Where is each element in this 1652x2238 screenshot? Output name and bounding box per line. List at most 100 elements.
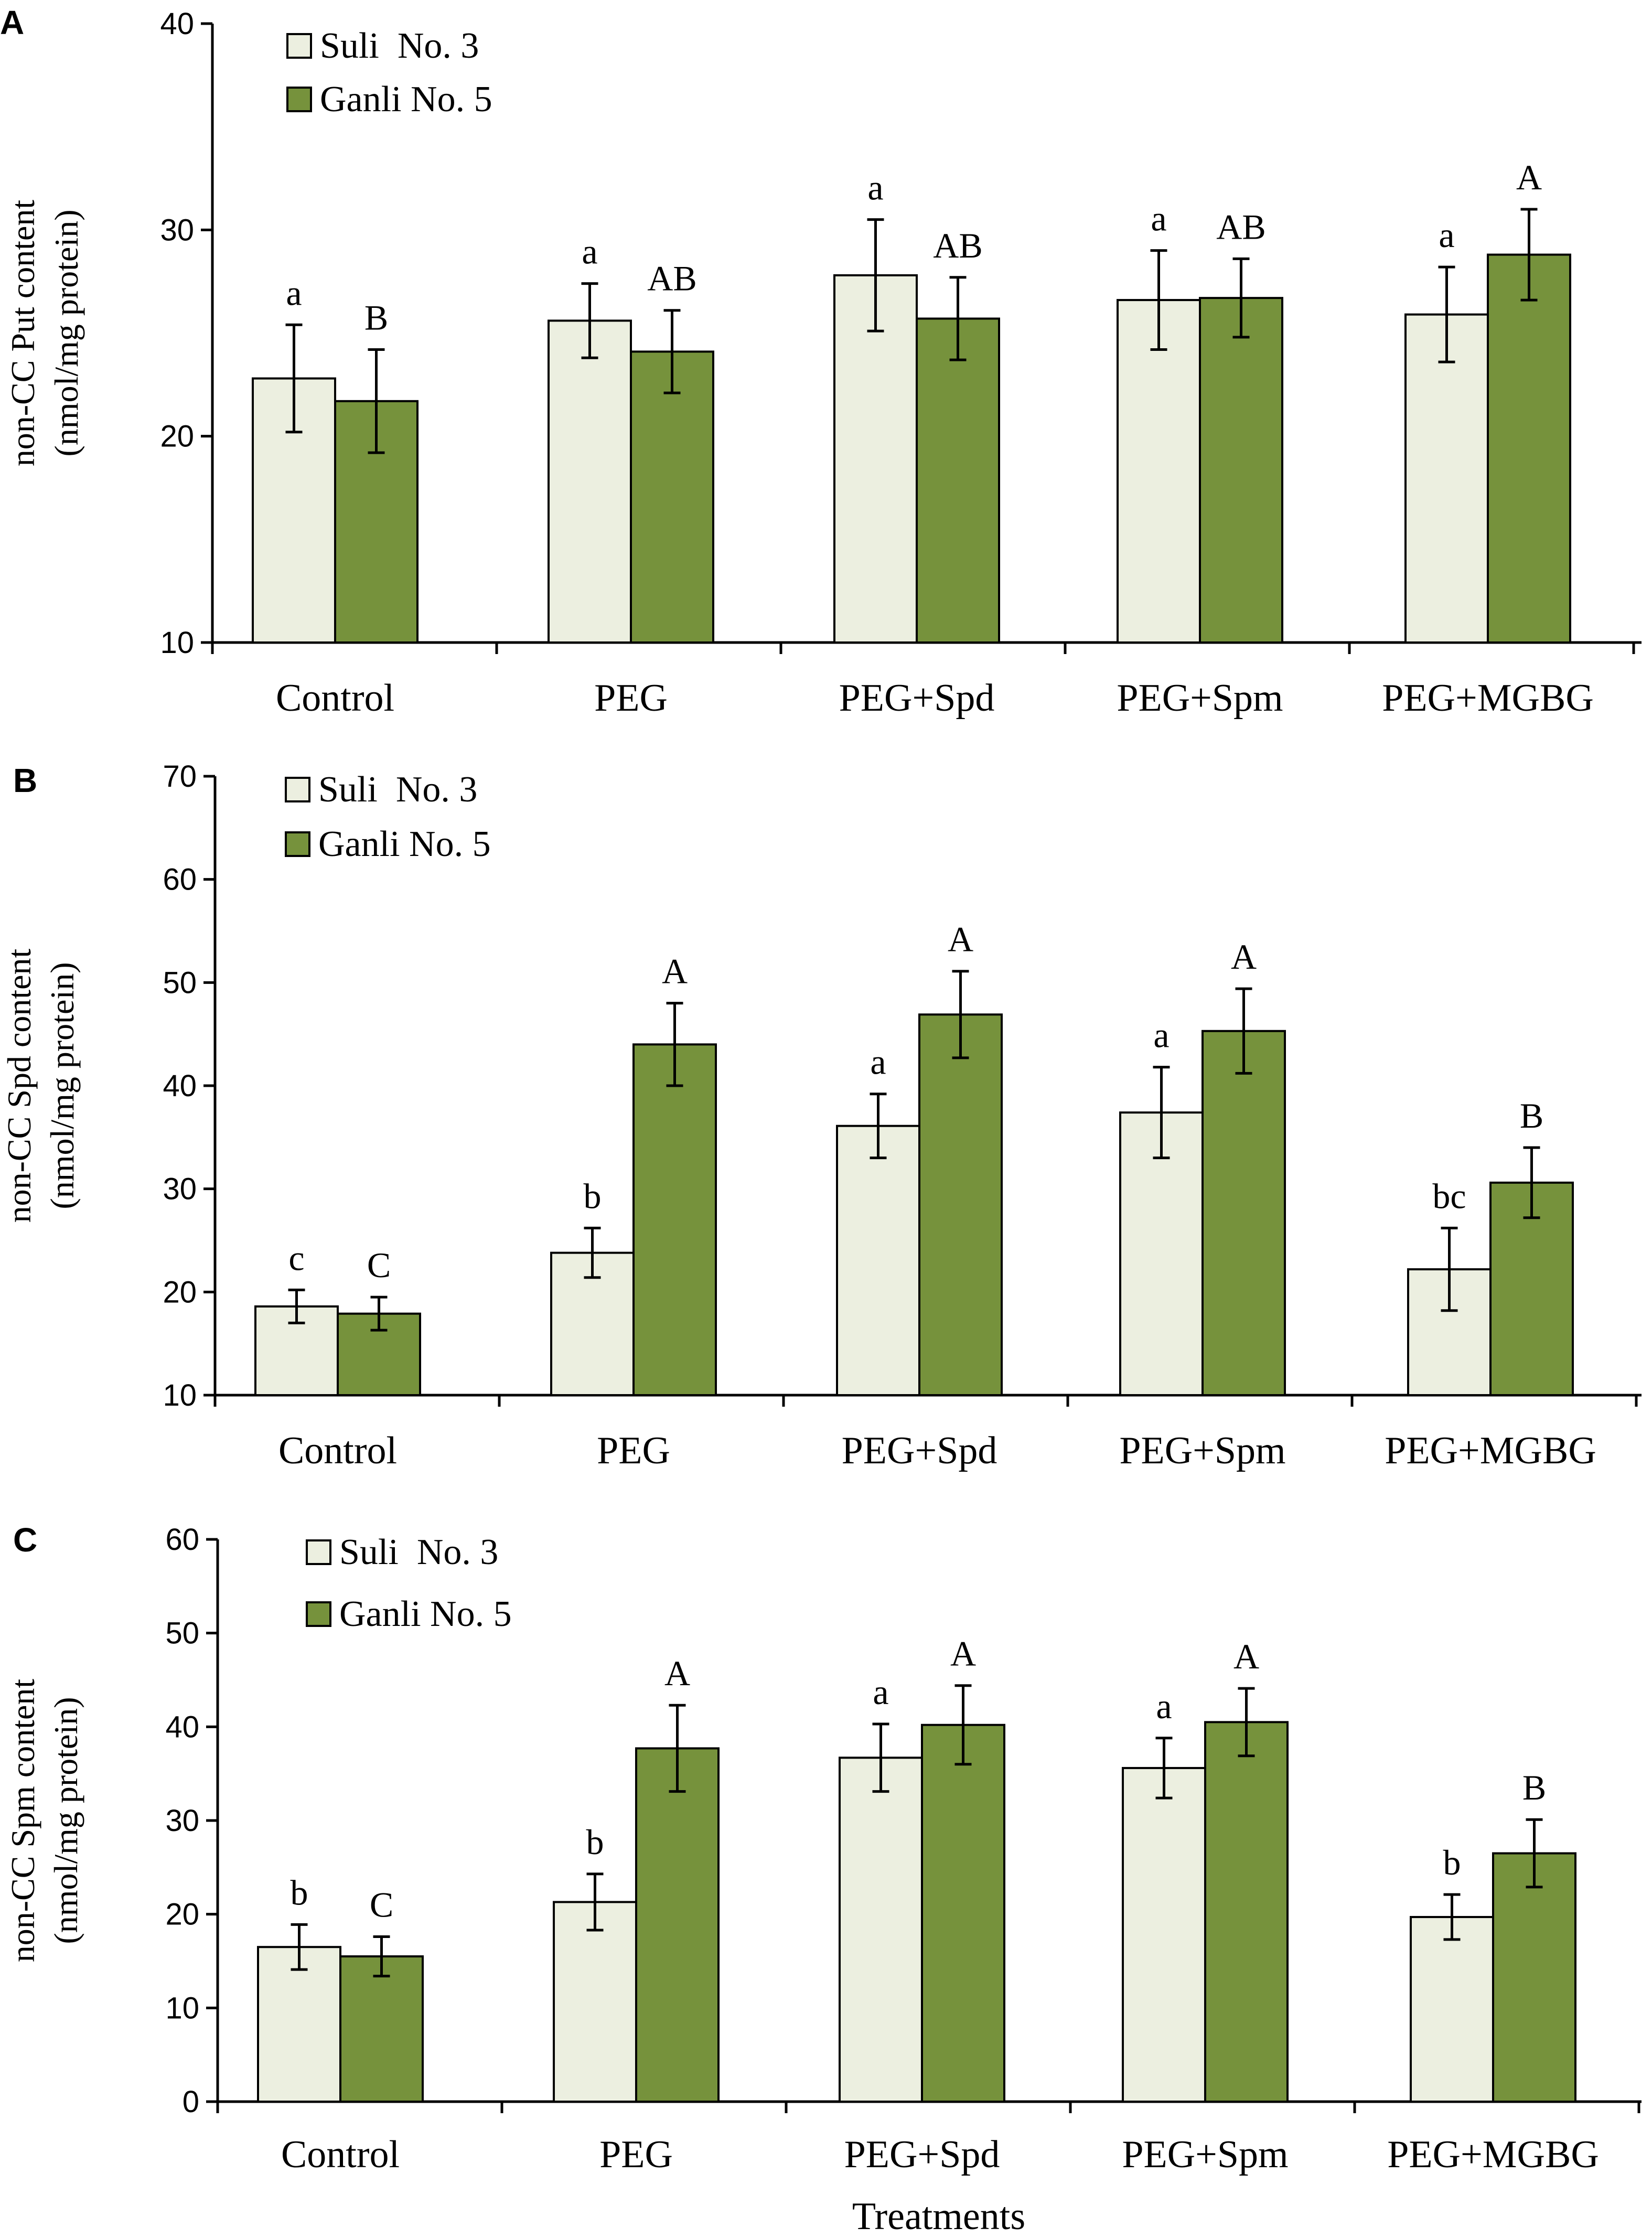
significance-letter: A	[664, 1653, 690, 1693]
category-label: PEG+Spm	[1117, 677, 1283, 720]
significance-letter: A	[1516, 157, 1542, 197]
y-tick-label: 0	[183, 2085, 199, 2119]
bar-ganli	[1204, 1721, 1289, 2103]
significance-letter: AB	[647, 259, 696, 298]
legend-label: Ganli No. 5	[320, 79, 492, 120]
significance-letter: a	[1156, 1686, 1172, 1726]
bar-ganli	[1492, 1852, 1576, 2103]
significance-letter: a	[582, 232, 597, 272]
y-tick-label: 30	[160, 213, 194, 247]
y-tick-label: 10	[160, 626, 194, 660]
significance-letter: AB	[933, 226, 982, 265]
category-label: Control	[278, 1429, 397, 1472]
y-tick-label: 10	[163, 1378, 197, 1412]
significance-letter: A	[948, 919, 973, 959]
bar-suli	[1410, 1916, 1494, 2103]
bar-ganli	[1202, 1030, 1286, 1397]
y-axis-title-line1: non-CC Put content	[4, 200, 41, 467]
category-label: Control	[281, 2133, 400, 2176]
legend-label: Suli No. 3	[339, 1532, 498, 1572]
legend-label: Ganli No. 5	[318, 824, 491, 864]
significance-letter: C	[367, 1245, 391, 1285]
significance-letter: A	[950, 1634, 976, 1674]
bar-suli	[839, 1757, 923, 2103]
legend-swatch-ganli	[306, 1601, 331, 1627]
significance-letter: A	[662, 951, 688, 991]
significance-letter: a	[867, 168, 883, 208]
y-axis-title-line1: non-CC Spd content	[1, 948, 38, 1223]
category-label: PEG	[599, 2133, 673, 2176]
category-label: PEG+MGBG	[1382, 677, 1594, 720]
y-tick-label: 50	[163, 966, 197, 1000]
significance-letter: a	[1151, 199, 1166, 239]
legend-label: Ganli No. 5	[339, 1594, 512, 1634]
category-label: PEG+Spm	[1119, 1429, 1285, 1472]
y-axis-title-line2: (nmol/mg protein)	[47, 1697, 84, 1944]
legend-swatch-suli	[286, 33, 312, 59]
bar-suli	[1119, 1111, 1204, 1396]
bar-suli	[1122, 1766, 1206, 2103]
y-tick-label: 30	[165, 1804, 199, 1838]
y-axis-title-line2: (nmol/mg protein)	[44, 962, 81, 1209]
y-tick-label: 20	[165, 1898, 199, 1932]
y-tick-label: 40	[163, 1069, 197, 1103]
legend-swatch-suli	[285, 777, 310, 802]
y-tick-label: 10	[165, 1991, 199, 2025]
x-axis-title: Treatments	[852, 2195, 1025, 2238]
significance-letter: B	[1520, 1096, 1543, 1136]
significance-letter: a	[286, 273, 302, 313]
y-tick-label: 20	[163, 1275, 197, 1309]
panel-letter: A	[0, 4, 24, 41]
category-label: PEG+Spd	[844, 2133, 1000, 2176]
bar-ganli	[630, 350, 714, 644]
legend: Suli No. 3 Ganli No. 5	[306, 1532, 512, 1634]
significance-letter: b	[1443, 1843, 1461, 1882]
significance-letter: a	[1439, 215, 1454, 255]
legend-swatch-suli	[306, 1539, 331, 1565]
category-label: PEG+Spd	[839, 677, 995, 720]
panel-letter: C	[13, 1521, 37, 1559]
y-tick-label: 40	[165, 1710, 199, 1744]
category-label: PEG+Spd	[842, 1429, 997, 1472]
significance-letter: a	[1153, 1015, 1169, 1055]
significance-letter: a	[873, 1672, 888, 1712]
category-label: PEG+MGBG	[1385, 1429, 1596, 1472]
bar-suli	[553, 1901, 637, 2103]
bar-ganli	[339, 1955, 424, 2103]
bar-ganli	[632, 1043, 717, 1397]
y-tick-label: 70	[163, 759, 197, 794]
legend-swatch-ganli	[285, 831, 310, 857]
panel-letter: B	[13, 762, 37, 799]
category-label: PEG+MGBG	[1387, 2133, 1599, 2176]
bar-suli	[548, 319, 632, 644]
significance-letter: b	[291, 1872, 308, 1912]
significance-letter: AB	[1216, 207, 1265, 247]
significance-letter: B	[1522, 1768, 1546, 1807]
bar-suli	[836, 1125, 920, 1396]
significance-letter: b	[586, 1822, 604, 1862]
bar-ganli	[1199, 297, 1283, 644]
y-axis-title-line2: (nmol/mg protein)	[48, 209, 85, 456]
bar-suli	[257, 1946, 341, 2103]
bar-ganli	[635, 1747, 720, 2103]
bar-ganli	[921, 1723, 1005, 2103]
significance-letter: A	[1233, 1636, 1259, 1676]
significance-letter: A	[1231, 937, 1257, 977]
legend-swatch-ganli	[286, 87, 312, 112]
category-label: PEG+Spm	[1122, 2133, 1288, 2176]
bar-ganli	[918, 1013, 1003, 1397]
category-label: PEG	[597, 1429, 670, 1472]
category-label: PEG	[594, 677, 668, 720]
significance-letter: c	[288, 1238, 304, 1278]
legend-label: Suli No. 3	[320, 26, 479, 66]
legend: Suli No. 3 Ganli No. 5	[285, 769, 491, 864]
y-tick-label: 50	[165, 1616, 199, 1651]
legend-label: Suli No. 3	[318, 769, 477, 810]
significance-letter: C	[370, 1885, 393, 1925]
bar-ganli	[916, 317, 1000, 644]
